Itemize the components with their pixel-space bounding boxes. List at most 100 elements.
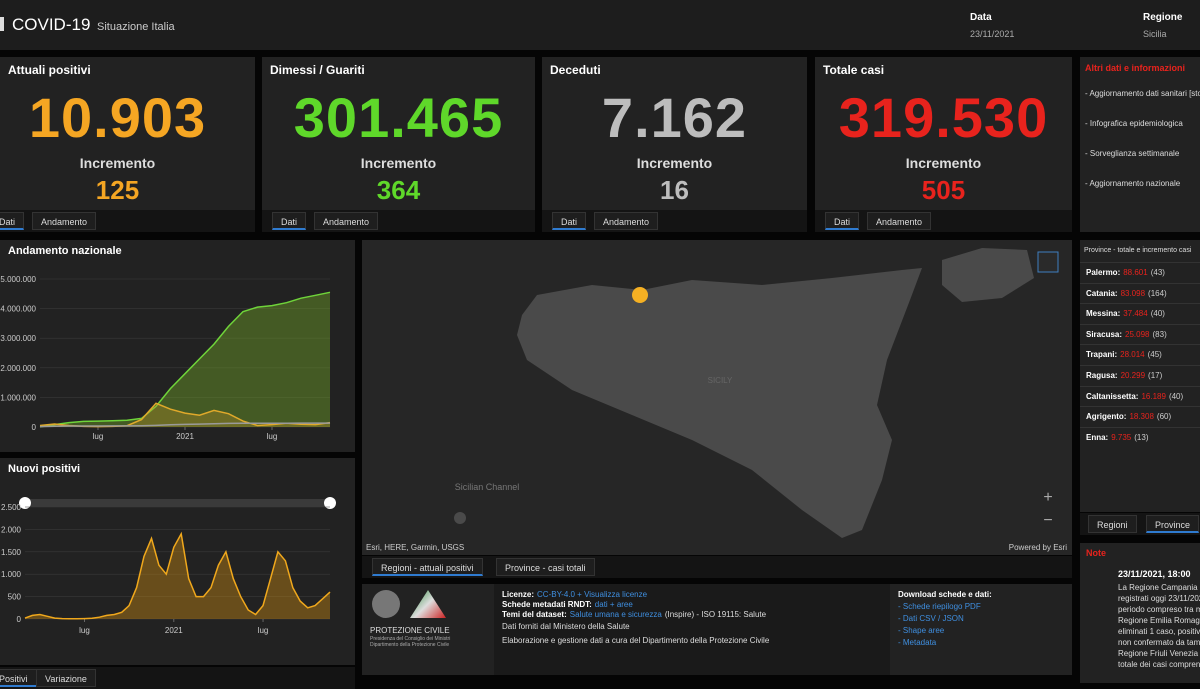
province-name: Messina:	[1086, 309, 1121, 319]
region-label: Regione	[1143, 12, 1183, 23]
note-panel: Note 23/11/2021, 18:00 La Regione Campan…	[1080, 543, 1200, 683]
province-increment: (43)	[1150, 268, 1165, 277]
province-value: 9.735	[1111, 432, 1132, 442]
tab[interactable]: Dati	[272, 212, 307, 230]
y-tick-label: 2.000.000	[0, 364, 36, 373]
region-marker[interactable]	[632, 287, 648, 303]
y-tick-label: 2.000	[1, 525, 22, 534]
info-link[interactable]: - Aggiornamento nazionale	[1085, 179, 1181, 188]
card-value: 10.903	[28, 86, 207, 149]
note-line: periodo compreso tra marzo e novembre 20…	[1118, 605, 1200, 614]
map-tabs: Regioni - attuali positivi Province - ca…	[362, 556, 1072, 578]
y-tick-label: 2.500	[1, 503, 22, 512]
line	[39, 422, 330, 428]
download-link[interactable]: - Dati CSV / JSON	[898, 614, 964, 623]
province-increment: (45)	[1147, 350, 1162, 360]
tab[interactable]: Dati	[825, 212, 860, 230]
y-tick-label: 4.000.000	[0, 305, 36, 314]
powered-by: Powered by Esri	[1009, 543, 1067, 552]
info-link[interactable]: - Sorveglianza settimanale	[1085, 149, 1180, 158]
tab[interactable]: Regioni - attuali positivi	[372, 558, 483, 576]
province-value: 37.484	[1123, 309, 1148, 319]
province-name: Palermo:	[1086, 268, 1121, 277]
province-row: Enna: 9.735 (13)	[1080, 426, 1200, 447]
province-value: 25.098	[1125, 329, 1150, 339]
tab[interactable]: Province	[1146, 515, 1200, 533]
slider-handle[interactable]	[324, 497, 336, 509]
download-link[interactable]: - Shape aree	[898, 626, 945, 635]
increment-value: 364	[376, 175, 421, 205]
province-name: Ragusa:	[1086, 371, 1118, 380]
slider-handle[interactable]	[19, 497, 31, 509]
province-value: 28.014	[1120, 350, 1145, 360]
tab[interactable]: Andamento	[32, 212, 97, 230]
sicily-land	[517, 268, 922, 538]
tab[interactable]: Positivi	[0, 669, 37, 687]
meta-row: Licenze: CC-BY-4.0 + Visualizza licenze	[502, 590, 882, 600]
card-title: Deceduti	[550, 63, 601, 77]
logo-name: PROTEZIONE CIVILE	[370, 626, 450, 635]
info-link[interactable]: - Infografica epidemiologica	[1085, 119, 1183, 128]
tab[interactable]: Dati	[0, 212, 25, 230]
y-tick-label: 500	[8, 593, 22, 602]
province-row: Agrigento: 18.308 (60)	[1080, 406, 1200, 426]
tab[interactable]: Andamento	[867, 212, 932, 230]
info-link[interactable]: - Aggiornamento dati sanitari [storico]	[1085, 89, 1200, 98]
card-title: Dimessi / Guariti	[270, 63, 365, 77]
download-title: Download schede e dati:	[898, 590, 992, 599]
card-title: Totale casi	[823, 63, 885, 77]
note-line: non confermato da tampone molecolare.	[1118, 638, 1200, 647]
y-tick-label: 0	[32, 423, 37, 432]
province-increment: (83)	[1152, 329, 1167, 339]
province-name: Trapani:	[1086, 350, 1118, 360]
note-line: La Regione Campania comunica che nei cas…	[1118, 583, 1200, 592]
tab[interactable]: Variazione	[36, 669, 96, 687]
tab[interactable]: Province - casi totali	[496, 558, 595, 576]
meta-row: Temi del dataset: Salute umana e sicurezz…	[502, 610, 882, 620]
meta-link: CC-BY-4.0 + Visualizza licenze	[537, 590, 648, 599]
tab[interactable]: Regioni	[1088, 515, 1137, 533]
increment-value: 16	[660, 175, 689, 205]
download-link[interactable]: - Metadata	[898, 638, 937, 647]
increment-label: Incremento	[905, 155, 982, 171]
range-slider[interactable]	[25, 499, 330, 507]
province-name: Enna:	[1086, 432, 1109, 442]
download-link[interactable]: - Schede riepilogo PDF	[898, 602, 981, 611]
increment-value: 505	[921, 175, 966, 205]
area-chart: 0 500 1.000 1.500 2.000 2.500 lug 2021 lug	[1, 497, 336, 635]
meta-link: dati + aree	[594, 600, 633, 609]
stat-card: Attuali positivi 10.903 Incremento 125	[0, 57, 255, 210]
zoom-in[interactable]: +	[1043, 489, 1052, 506]
zoom-out[interactable]: −	[1043, 512, 1052, 529]
card-tabs: Dati Andamento	[815, 210, 1072, 232]
meta-rest: (Inspire) - ISO 19115: Salute	[664, 610, 767, 619]
logo-line: Dipartimento della Protezione Civile	[370, 642, 450, 648]
province-row: Caltanissetta: 16.189 (40)	[1080, 385, 1200, 406]
card-tabs: Dati Andamento	[542, 210, 807, 232]
chart-title: Nuovi positivi	[8, 463, 81, 475]
increment-label: Incremento	[79, 155, 156, 171]
layer-button[interactable]	[1037, 251, 1059, 273]
province-value: 18.308	[1129, 412, 1154, 422]
tab[interactable]: Dati	[552, 212, 587, 230]
attribution: Esri, HERE, Garmin, USGS	[366, 543, 464, 552]
meta-row: Schede metadati RNDT: dati + aree	[502, 600, 882, 610]
area	[40, 292, 330, 427]
x-tick-label: lug	[93, 432, 104, 441]
increment-label: Incremento	[360, 155, 437, 171]
meta-label: Licenze:	[502, 590, 535, 599]
y-tick-label: 1.000	[1, 570, 22, 579]
meta-label: Temi del dataset:	[502, 610, 567, 619]
app-title: COVID-19	[12, 15, 91, 34]
x-tick-label: 2021	[165, 626, 183, 635]
metadata: Licenze: CC-BY-4.0 + Visualizza licenze Sc…	[502, 590, 882, 648]
line-chart: 0 1.000.000 2.000.000 3.000.000 4.000.000 5.0…	[0, 275, 331, 441]
map-canvas: SICILY Sicilian Channel Esri, HERE, Garm…	[366, 248, 1067, 552]
card-value: 301.465	[293, 86, 504, 149]
tab[interactable]: Andamento	[594, 212, 659, 230]
province-tabs: Regioni Province	[1080, 513, 1200, 535]
note-line: Regione Friuli Venezia Giulia: il	[1118, 649, 1200, 658]
card-value: 319.530	[838, 86, 1049, 149]
tab[interactable]: Andamento	[314, 212, 379, 230]
meta-label: Schede metadati RNDT:	[502, 600, 592, 609]
